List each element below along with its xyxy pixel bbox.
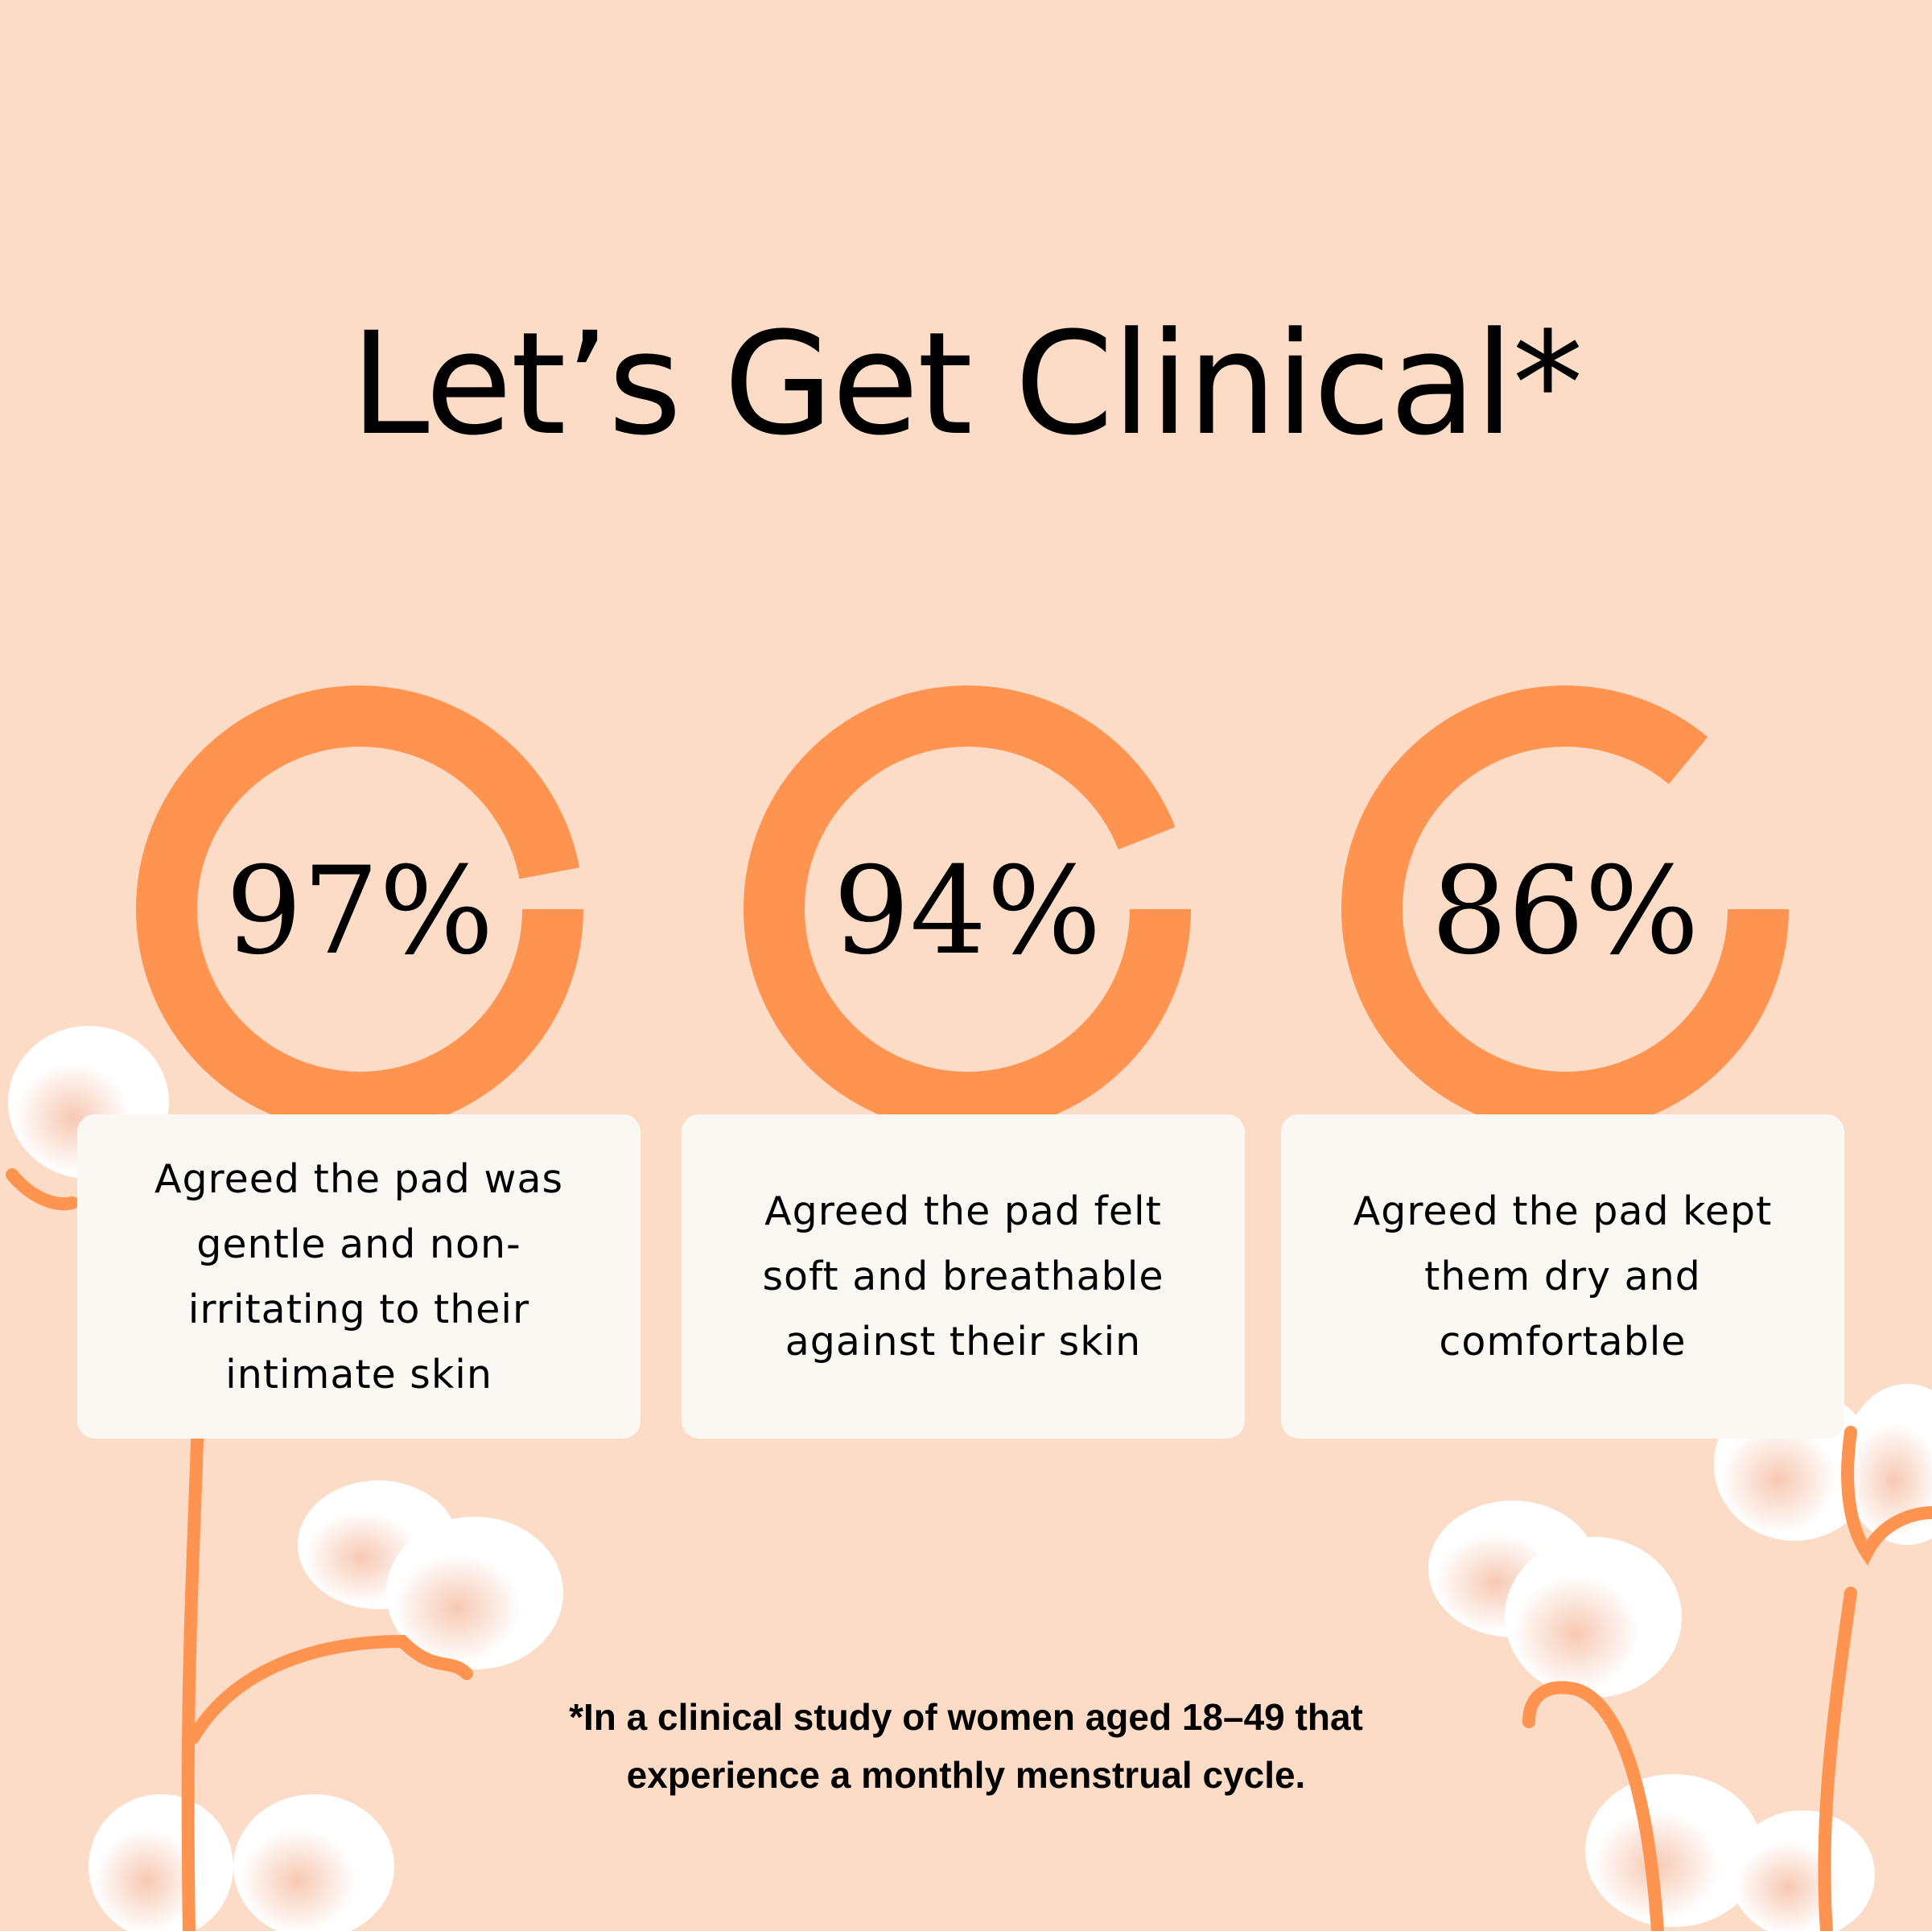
progress-arc [1341, 686, 1789, 1133]
progress-ring [1341, 686, 1789, 1133]
footnote: *In a clinical study of women aged 18–49… [0, 1688, 1932, 1804]
stat-percentage: 86% [1431, 842, 1699, 982]
progress-arc [744, 686, 1191, 1133]
stat-percentage: 94% [833, 842, 1102, 982]
stat-card: Agreed the pad kept them dry and comfort… [1281, 1114, 1844, 1439]
stat-description: Agreed the pad kept them dry and comfort… [1353, 1188, 1773, 1365]
page-title: Let’s Get Clinical* [350, 302, 1583, 467]
stat-description: Agreed the pad was gentle and non-irrita… [154, 1155, 564, 1398]
progress-arc [136, 686, 583, 1133]
footnote-line-1: *In a clinical study of women aged 18–49… [569, 1696, 1363, 1738]
footnote-line-2: experience a monthly menstrual cycle. [626, 1754, 1306, 1796]
progress-ring [744, 686, 1191, 1133]
stat-card: Agreed the pad was gentle and non-irrita… [77, 1114, 641, 1439]
progress-ring [136, 686, 583, 1133]
stat-percentage: 97% [225, 842, 494, 982]
stat-description: Agreed the pad felt soft and breathable … [762, 1188, 1164, 1365]
stat-card: Agreed the pad felt soft and breathable … [682, 1114, 1245, 1439]
